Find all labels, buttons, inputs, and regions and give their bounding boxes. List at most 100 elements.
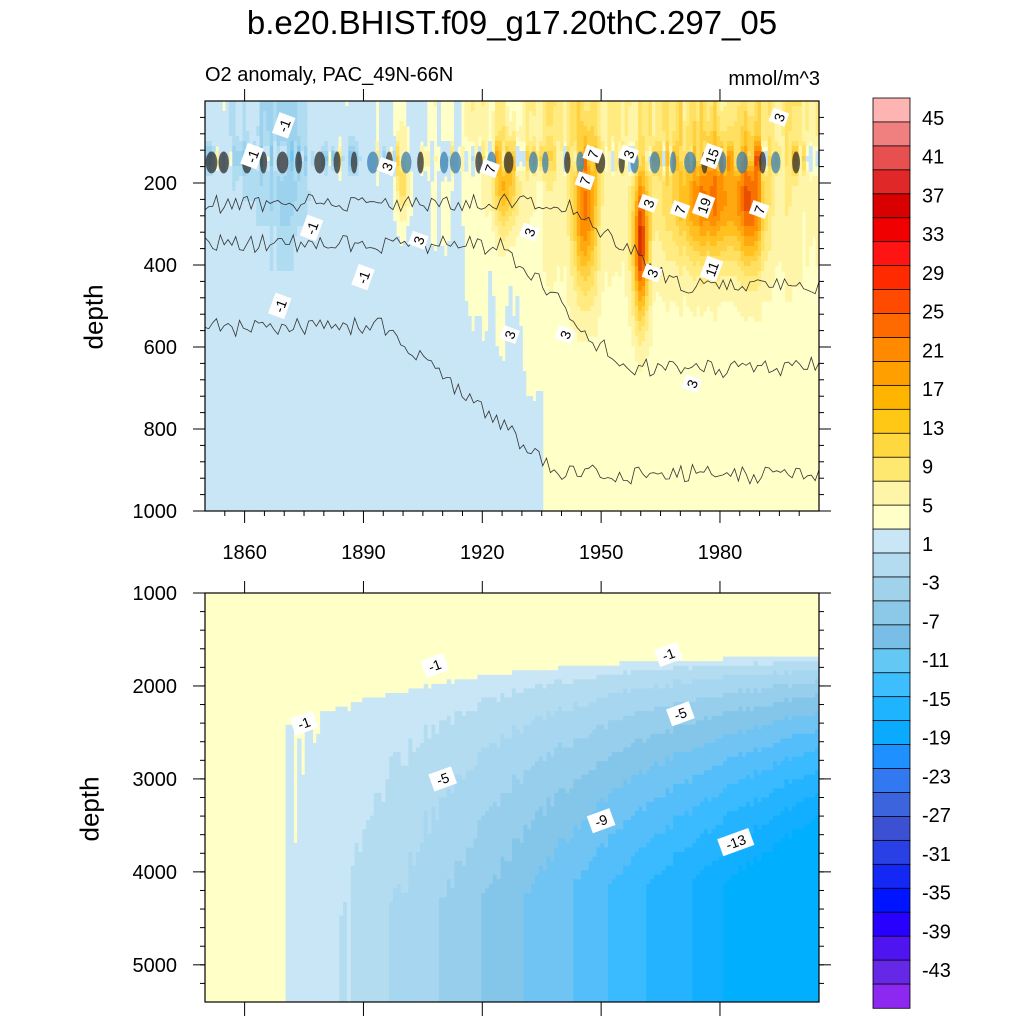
upper-field-cell [211, 496, 216, 502]
upper-field-cell [314, 396, 319, 402]
upper-field-cell [375, 201, 380, 207]
upper-field-cell [239, 136, 244, 142]
upper-field-cell [320, 356, 325, 362]
upper-field-cell [402, 371, 407, 377]
upper-field-cell [314, 506, 319, 511]
upper-field-cell [276, 496, 281, 502]
upper-field-cell [382, 301, 387, 307]
upper-field-cell [341, 196, 346, 202]
upper-field-cell [235, 211, 240, 217]
upper-field-cell [365, 416, 370, 422]
upper-field-cell [307, 466, 312, 472]
upper-field-cell [355, 441, 360, 447]
upper-field-cell [402, 211, 407, 217]
upper-field-cell [269, 416, 274, 422]
upper-field-cell [358, 151, 363, 157]
upper-field-cell [338, 351, 343, 357]
upper-field-cell [228, 456, 233, 462]
upper-field-cell [273, 441, 278, 447]
upper-field-cell [239, 391, 244, 397]
upper-field-cell [334, 301, 339, 307]
upper-field-cell [344, 341, 349, 347]
upper-field-cell [259, 121, 264, 127]
upper-field-cell [286, 471, 291, 477]
upper-field-cell [211, 436, 216, 442]
upper-field-cell [215, 401, 220, 407]
upper-field-cell [314, 261, 319, 267]
upper-field-cell [256, 356, 261, 362]
upper-field-cell [307, 346, 312, 352]
upper-field-cell [327, 341, 332, 347]
upper-field-cell [372, 361, 377, 367]
upper-field-cell [385, 461, 390, 467]
upper-field-cell [396, 491, 401, 497]
upper-field-cell [249, 221, 254, 227]
upper-field-cell [290, 326, 295, 332]
upper-field-cell [307, 246, 312, 252]
upper-field-cell [245, 506, 250, 511]
upper-field-cell [399, 166, 404, 172]
upper-field-cell [341, 251, 346, 257]
upper-field-cell [365, 131, 370, 137]
upper-field-cell [320, 211, 325, 217]
upper-field-cell [385, 181, 390, 187]
upper-field-cell [239, 221, 244, 227]
upper-field-cell [232, 131, 237, 137]
upper-field-cell [375, 381, 380, 387]
upper-field-cell [368, 391, 373, 397]
upper-field-cell [235, 441, 240, 447]
upper-field-cell [338, 166, 343, 172]
upper-field-cell [351, 476, 356, 482]
upper-field-cell [324, 356, 329, 362]
upper-field-cell [375, 491, 380, 497]
upper-field-cell [273, 161, 278, 167]
upper-field-cell [341, 466, 346, 472]
upper-field-cell [389, 131, 394, 137]
upper-field-cell [358, 246, 363, 252]
upper-field-cell [208, 391, 213, 397]
upper-field-cell [355, 101, 360, 107]
upper-field-cell [218, 396, 223, 402]
upper-field-cell [307, 361, 312, 367]
upper-field-cell [266, 356, 271, 362]
upper-field-cell [215, 201, 220, 207]
upper-field-cell [334, 146, 339, 152]
upper-field-cell [327, 261, 332, 267]
upper-field-cell [406, 106, 411, 112]
upper-field-cell [283, 446, 288, 452]
upper-field-cell [396, 456, 401, 462]
upper-field-cell [361, 351, 366, 357]
upper-field-cell [235, 416, 240, 422]
upper-field-cell [378, 356, 383, 362]
upper-field-cell [266, 276, 271, 282]
upper-field-cell [307, 506, 312, 511]
upper-field-cell [242, 466, 247, 472]
upper-field-cell [358, 496, 363, 502]
upper-field-cell [344, 111, 349, 117]
upper-field-cell [280, 381, 285, 387]
upper-field-cell [280, 376, 285, 382]
upper-field-cell [385, 471, 390, 477]
upper-field-cell [348, 461, 353, 467]
upper-field-cell [208, 506, 213, 511]
upper-field-cell [297, 446, 302, 452]
upper-field-cell [273, 261, 278, 267]
upper-field-cell [307, 431, 312, 437]
upper-field-cell [249, 481, 254, 487]
upper-field-cell [392, 491, 397, 497]
upper-field-cell [317, 181, 322, 187]
upper-field-cell [262, 326, 267, 332]
upper-field-cell [205, 501, 210, 507]
upper-field-cell [249, 216, 254, 222]
upper-field-cell [239, 186, 244, 192]
upper-field-cell [269, 136, 274, 142]
upper-field-cell [399, 346, 404, 352]
upper-field-cell [382, 141, 387, 147]
upper-field-cell [259, 351, 264, 357]
upper-field-cell [242, 371, 247, 377]
upper-field-cell [222, 446, 227, 452]
upper-field-cell [256, 301, 261, 307]
upper-field-cell [389, 446, 394, 452]
upper-field-cell [365, 371, 370, 377]
upper-field-cell [358, 256, 363, 262]
